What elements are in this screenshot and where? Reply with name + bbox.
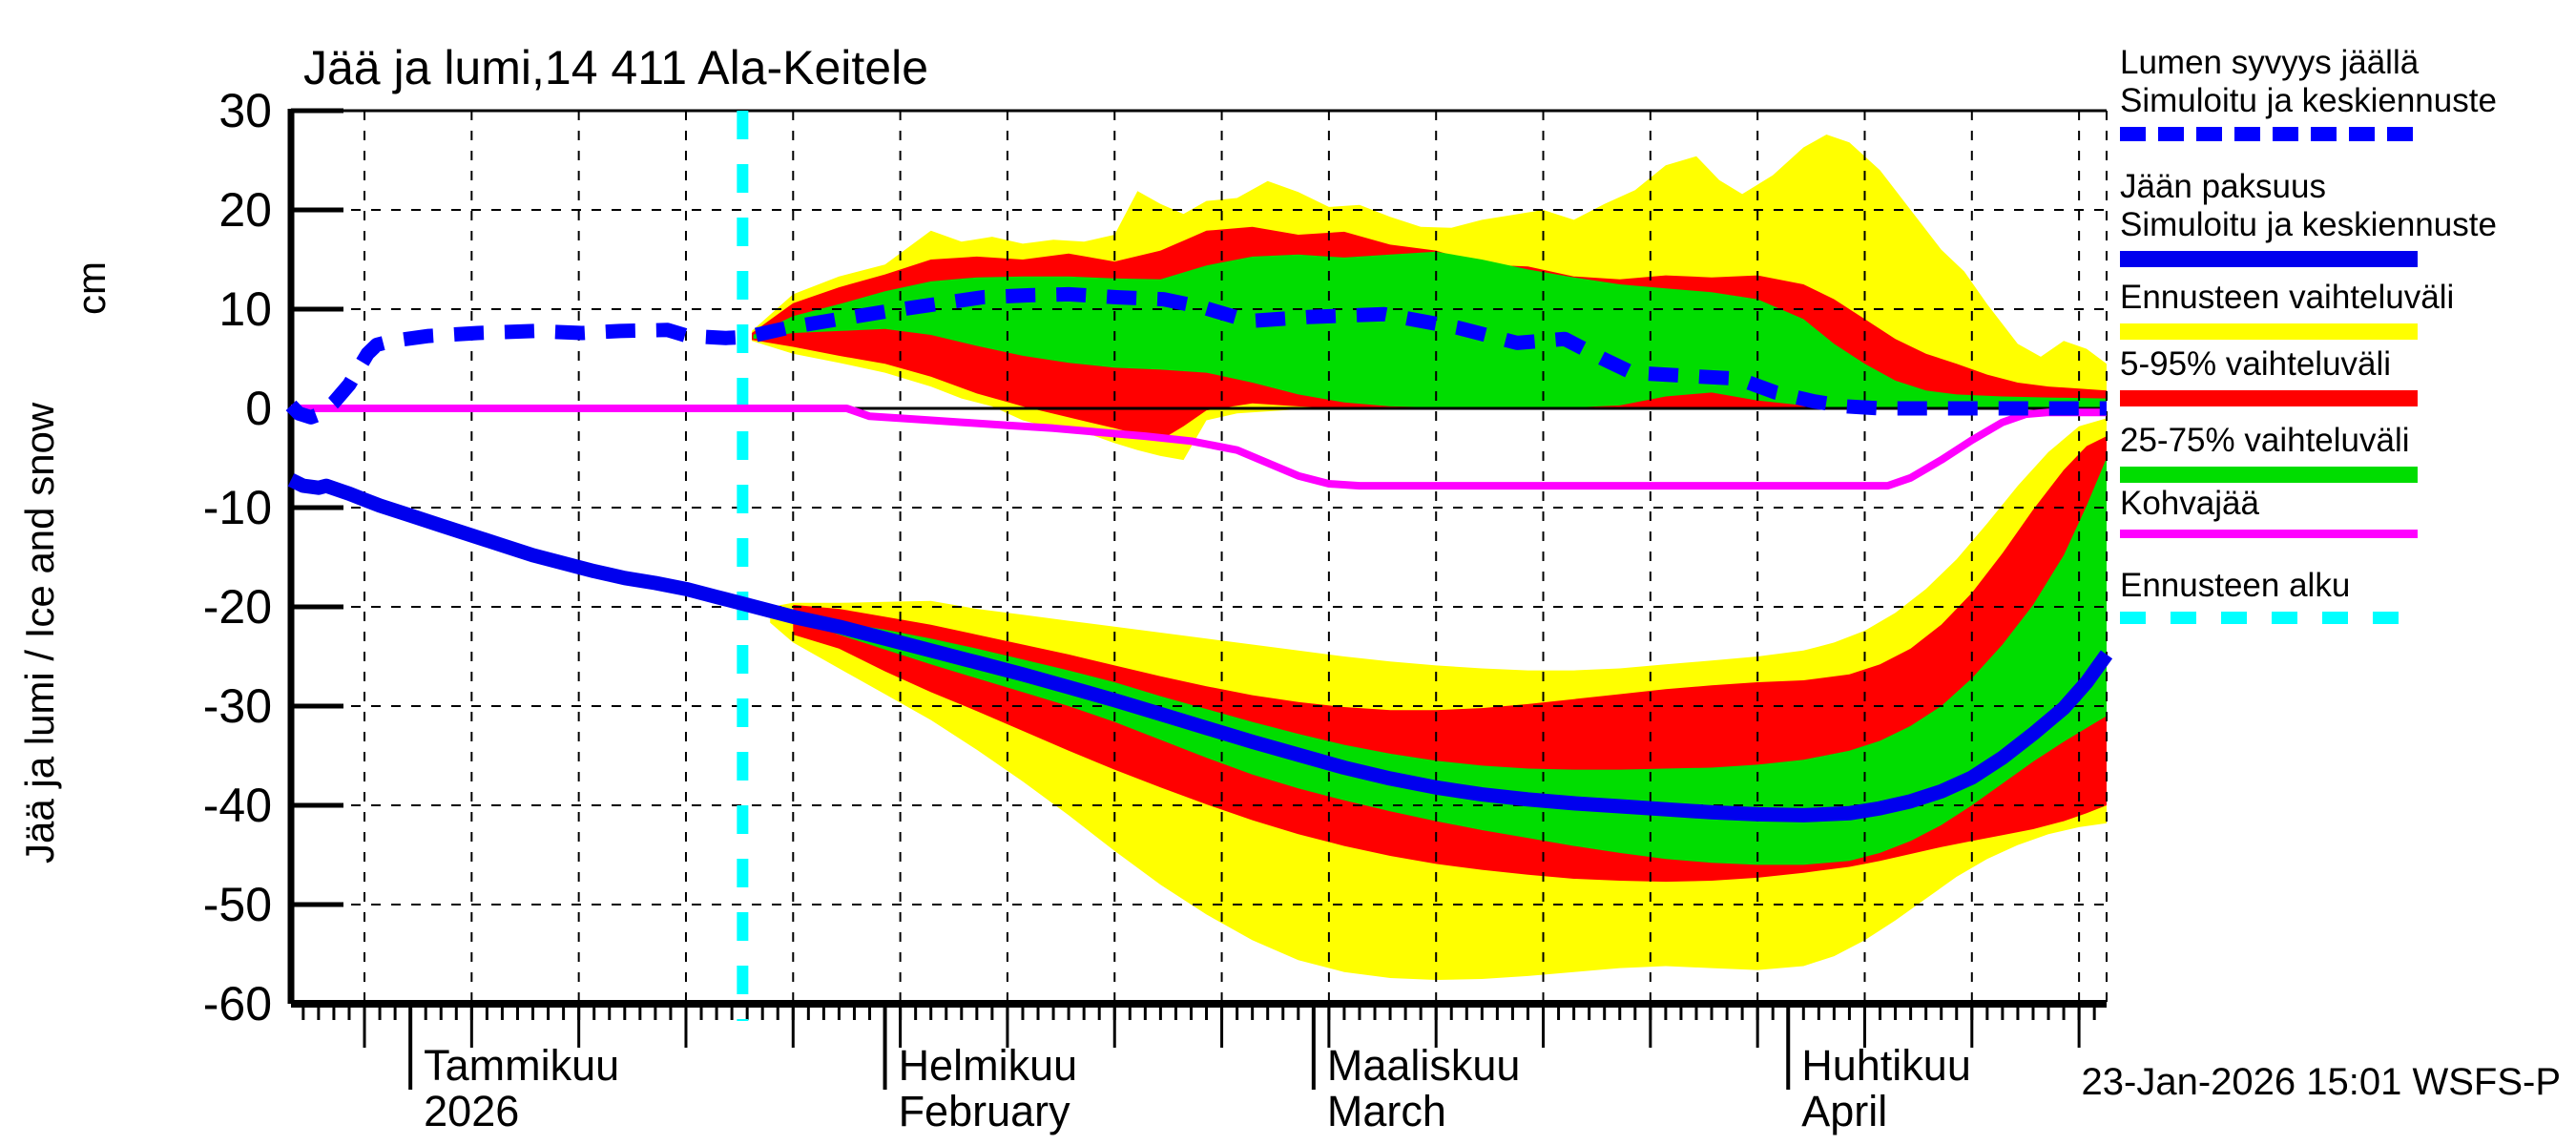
legend-item-range-5-95-label: 5-95% vaihteluväli	[2120, 345, 2392, 383]
month-label-en: 2026	[424, 1087, 519, 1135]
legend-item-snow-median-label: Lumen syvyys jäällä	[2120, 44, 2420, 81]
y-tick-label--50: -50	[203, 878, 272, 931]
chart-title: Jää ja lumi,14 411 Ala-Keitele	[303, 41, 929, 94]
month-label-en: February	[899, 1087, 1071, 1135]
y-tick-label-0: 0	[245, 382, 272, 435]
y-tick-label--40: -40	[203, 779, 272, 832]
month-label-fi: Tammikuu	[424, 1041, 619, 1090]
legend-item-kohvajaa: Kohvajää	[2120, 485, 2574, 538]
legend-item-range-5-95-swatch	[2120, 390, 2418, 406]
legend-item-forecast-range-swatch	[2120, 323, 2418, 340]
y-tick-label--20: -20	[203, 580, 272, 634]
month-label-en: April	[1801, 1087, 1887, 1135]
legend-item-range-25-75-label: 25-75% vaihteluväli	[2120, 422, 2410, 459]
y-tick-label-30: 30	[218, 84, 272, 137]
y-tick-label--30: -30	[203, 679, 272, 733]
legend-item-range-25-75-swatch	[2120, 467, 2418, 483]
band-ice-25-75	[823, 458, 2107, 865]
legend: Lumen syvyys jäällä Simuloitu ja keskienn…	[2120, 0, 2574, 668]
line-snow-median	[285, 286, 2107, 425]
month-label-fi: Helmikuu	[899, 1041, 1078, 1090]
legend-item-ice-median-swatch	[2120, 251, 2418, 267]
legend-item-range-5-95: 5-95% vaihteluväli	[2120, 345, 2574, 406]
y-tick-label--10: -10	[203, 481, 272, 534]
month-label-fi: Maaliskuu	[1327, 1041, 1521, 1090]
month-label-fi: Huhtikuu	[1801, 1041, 1971, 1090]
legend-item-snow-median-label: Simuloitu ja keskiennuste	[2120, 82, 2497, 119]
legend-item-forecast-start-label: Ennusteen alku	[2120, 567, 2351, 604]
band-snow-25-75	[753, 251, 2107, 408]
month-label-en: March	[1327, 1087, 1446, 1135]
legend-item-ice-median-label: Jään paksuus	[2120, 168, 2326, 205]
legend-item-forecast-range: Ennusteen vaihteluväli	[2120, 279, 2574, 340]
y-axis-unit-label: cm	[69, 261, 114, 315]
legend-item-snow-median-swatch	[2120, 127, 2418, 141]
legend-item-forecast-range-label: Ennusteen vaihteluväli	[2120, 279, 2455, 316]
legend-item-kohvajaa-swatch	[2120, 530, 2418, 538]
legend-item-ice-median-label: Simuloitu ja keskiennuste	[2120, 206, 2497, 243]
y-axis-label: Jää ja lumi / Ice and snow	[17, 402, 62, 864]
legend-item-forecast-start-swatch	[2120, 612, 2418, 624]
y-tick-label-10: 10	[218, 282, 272, 336]
legend-item-range-25-75: 25-75% vaihteluväli	[2120, 422, 2574, 483]
legend-item-snow-median: Lumen syvyys jäällä Simuloitu ja keskienn…	[2120, 44, 2574, 141]
run-timestamp: 23-Jan-2026 15:01 WSFS-P	[2081, 1061, 2561, 1103]
line-ice-median	[287, 473, 2113, 822]
legend-item-ice-median: Jään paksuus Simuloitu ja keskiennuste	[2120, 168, 2574, 267]
y-tick-label-20: 20	[218, 183, 272, 237]
y-tick-label--60: -60	[203, 977, 272, 1030]
legend-item-forecast-start: Ennusteen alku	[2120, 567, 2574, 624]
line-kohvajaa	[291, 405, 2107, 490]
legend-item-kohvajaa-label: Kohvajää	[2120, 485, 2259, 522]
